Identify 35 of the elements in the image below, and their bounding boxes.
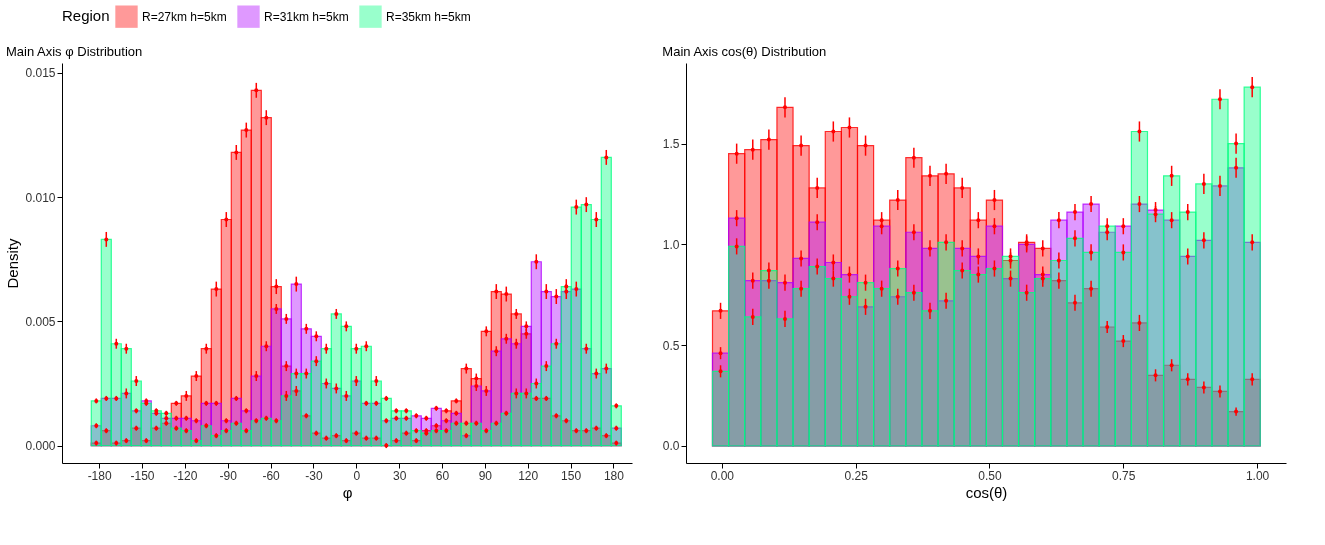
x-tick-label: -90	[219, 468, 238, 483]
x-tick-label: 150	[561, 468, 582, 483]
x-tick-label: 0.50	[978, 468, 1002, 483]
legend-label: R=35km h=5km	[386, 9, 471, 24]
x-tick-label: 0	[353, 468, 361, 483]
y-tick-label: 0.0	[662, 439, 680, 454]
x-tick-label: 30	[392, 468, 407, 483]
x-tick-label: -60	[262, 468, 281, 483]
x-tick-label: 90	[478, 468, 493, 483]
y-axis-title: Density	[4, 238, 22, 289]
x-tick-label: 60	[435, 468, 450, 483]
x-axis-title: φ	[342, 483, 353, 501]
chart-title: Main Axis φ Distribution	[5, 44, 143, 59]
y-tick-label: 0.010	[25, 190, 56, 205]
legend-title: Region	[62, 7, 110, 24]
x-tick-label: -120	[173, 468, 198, 483]
x-tick-label: 0.75	[1112, 468, 1136, 483]
x-tick-label: 120	[518, 468, 539, 483]
y-tick-label: 0.015	[25, 66, 56, 81]
x-tick-label: -30	[305, 468, 323, 483]
x-tick-label: 1.00	[1245, 468, 1270, 483]
y-tick-label: 1.5	[662, 137, 680, 152]
x-tick-label: 180	[603, 468, 625, 483]
y-tick-label: 0.000	[25, 439, 56, 454]
y-tick-label: 0.005	[25, 314, 56, 329]
x-tick-label: -180	[87, 468, 112, 483]
x-tick-label: 0.25	[844, 468, 869, 483]
x-axis-title: cos(θ)	[965, 483, 1008, 501]
y-tick-label: 0.5	[662, 338, 680, 353]
legend-label: R=31km h=5km	[264, 9, 349, 24]
y-tick-label: 1.0	[662, 237, 680, 252]
x-tick-label: -150	[130, 468, 155, 483]
chart-title: Main Axis cos(θ) Distribution	[662, 44, 827, 59]
x-tick-label: 0.00	[710, 468, 735, 483]
legend-label: R=27km h=5km	[142, 9, 227, 24]
